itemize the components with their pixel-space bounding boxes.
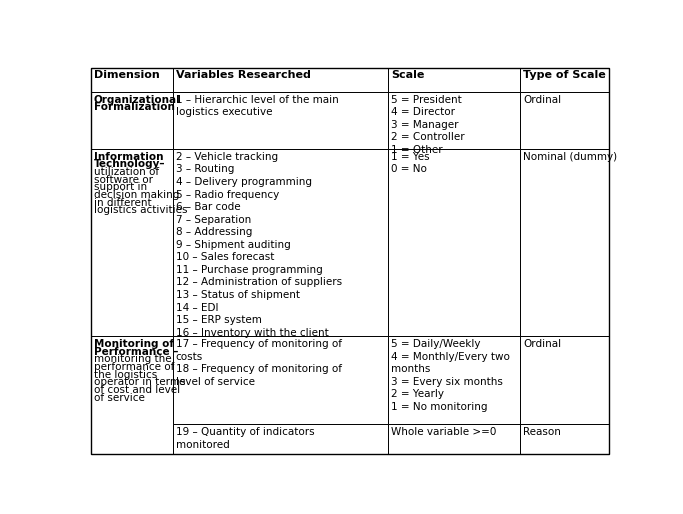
Text: the logistics: the logistics <box>94 370 157 380</box>
Bar <box>388 425 520 453</box>
Text: monitoring the: monitoring the <box>94 355 171 364</box>
Bar <box>520 92 609 149</box>
Text: support in: support in <box>94 182 147 192</box>
Text: Performance –: Performance – <box>94 347 178 357</box>
Text: logistics activities: logistics activities <box>94 205 187 215</box>
Text: of service: of service <box>94 393 145 402</box>
Bar <box>388 68 520 92</box>
Bar <box>388 337 520 425</box>
Text: Ordinal: Ordinal <box>523 339 561 349</box>
Bar <box>520 149 609 337</box>
Text: Variables Researched: Variables Researched <box>176 70 311 80</box>
Text: 1 – Hierarchic level of the main
logistics executive: 1 – Hierarchic level of the main logisti… <box>176 95 339 117</box>
Text: Nominal (dummy): Nominal (dummy) <box>523 152 617 162</box>
Text: in different: in different <box>94 197 152 208</box>
Text: 5 = Daily/Weekly
4 = Monthly/Every two
months
3 = Every six months
2 = Yearly
1 : 5 = Daily/Weekly 4 = Monthly/Every two m… <box>391 339 510 412</box>
Bar <box>520 68 609 92</box>
Bar <box>173 149 388 337</box>
Bar <box>173 425 388 453</box>
Text: Technology–: Technology– <box>94 159 165 170</box>
Bar <box>91 92 173 149</box>
Text: of cost and level: of cost and level <box>94 385 180 395</box>
Text: software or: software or <box>94 175 153 185</box>
Bar <box>520 425 609 453</box>
Text: Whole variable >=0: Whole variable >=0 <box>391 427 497 437</box>
Text: 1 = Yes
0 = No: 1 = Yes 0 = No <box>391 152 430 174</box>
Text: Ordinal: Ordinal <box>523 95 561 105</box>
Bar <box>520 337 609 425</box>
Bar <box>173 92 388 149</box>
Text: 17 – Frequency of monitoring of
costs
18 – Frequency of monitoring of
level of s: 17 – Frequency of monitoring of costs 18… <box>176 339 342 387</box>
Bar <box>91 149 173 337</box>
Text: decision making: decision making <box>94 190 179 200</box>
Text: operator in terms: operator in terms <box>94 377 185 388</box>
Bar <box>173 337 388 425</box>
Text: 5 = President
4 = Director
3 = Manager
2 = Controller
1 = Other: 5 = President 4 = Director 3 = Manager 2… <box>391 95 464 155</box>
Text: Information: Information <box>94 152 163 162</box>
Text: Formalization: Formalization <box>94 102 175 113</box>
Text: Monitoring of: Monitoring of <box>94 339 174 349</box>
Bar <box>91 68 173 92</box>
Bar <box>173 68 388 92</box>
Text: Scale: Scale <box>391 70 424 80</box>
Bar <box>388 92 520 149</box>
Bar <box>91 337 173 453</box>
Bar <box>388 149 520 337</box>
Text: Organizational: Organizational <box>94 95 180 105</box>
Text: Dimension: Dimension <box>94 70 160 80</box>
Text: utilization of: utilization of <box>94 167 159 177</box>
Text: performance of: performance of <box>94 362 174 372</box>
Text: 2 – Vehicle tracking
3 – Routing
4 – Delivery programming
5 – Radio frequency
6 : 2 – Vehicle tracking 3 – Routing 4 – Del… <box>176 152 342 338</box>
Text: 19 – Quantity of indicators
monitored: 19 – Quantity of indicators monitored <box>176 427 314 450</box>
Text: Reason: Reason <box>523 427 561 437</box>
Text: Type of Scale: Type of Scale <box>523 70 606 80</box>
